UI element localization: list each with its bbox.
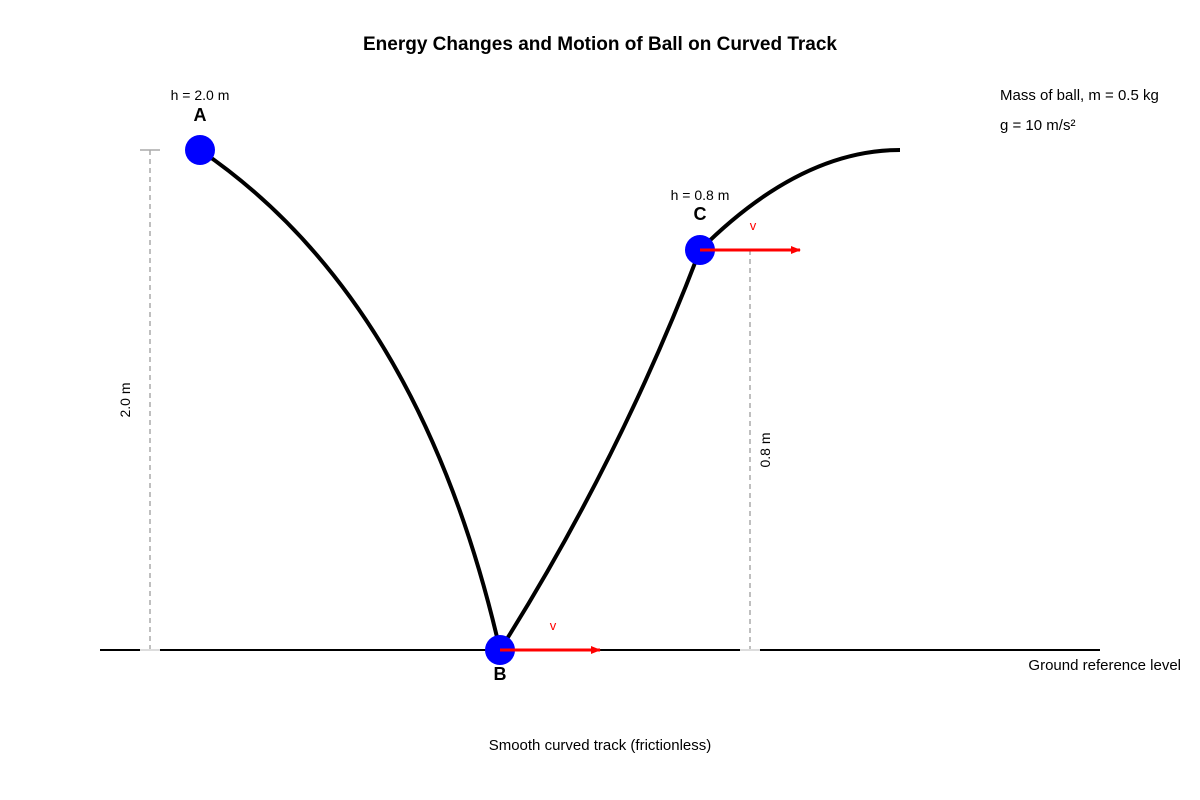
point-c: C h = 0.8 m v	[671, 187, 801, 265]
point-c-height-label: h = 0.8 m	[671, 187, 730, 203]
track-segment-b-c	[498, 249, 702, 652]
ball-a	[185, 135, 215, 165]
dimension-c: 0.8 m	[740, 250, 773, 651]
dimension-a-label: 2.0 m	[117, 382, 133, 417]
gravity-info: g = 10 m/s²	[1000, 117, 1075, 134]
point-b-label: B	[494, 664, 507, 684]
track-segment-a-b	[198, 148, 502, 651]
track-segment-c-end	[698, 148, 901, 252]
point-a-height-label: h = 2.0 m	[171, 87, 230, 103]
point-c-label: C	[694, 204, 707, 224]
dimension-a: 2.0 m	[117, 149, 160, 651]
diagram-title: Energy Changes and Motion of Ball on Cur…	[363, 34, 837, 55]
point-b: B v	[485, 618, 601, 684]
velocity-b-label: v	[550, 618, 557, 633]
mass-info: Mass of ball, m = 0.5 kg	[1000, 87, 1159, 104]
point-a-label: A	[194, 105, 207, 125]
dimension-c-label: 0.8 m	[757, 432, 773, 467]
velocity-c-label: v	[750, 218, 757, 233]
point-a: A h = 2.0 m	[171, 87, 230, 165]
track-caption: Smooth curved track (frictionless)	[489, 737, 712, 754]
ground-label: Ground reference level	[1028, 657, 1181, 674]
